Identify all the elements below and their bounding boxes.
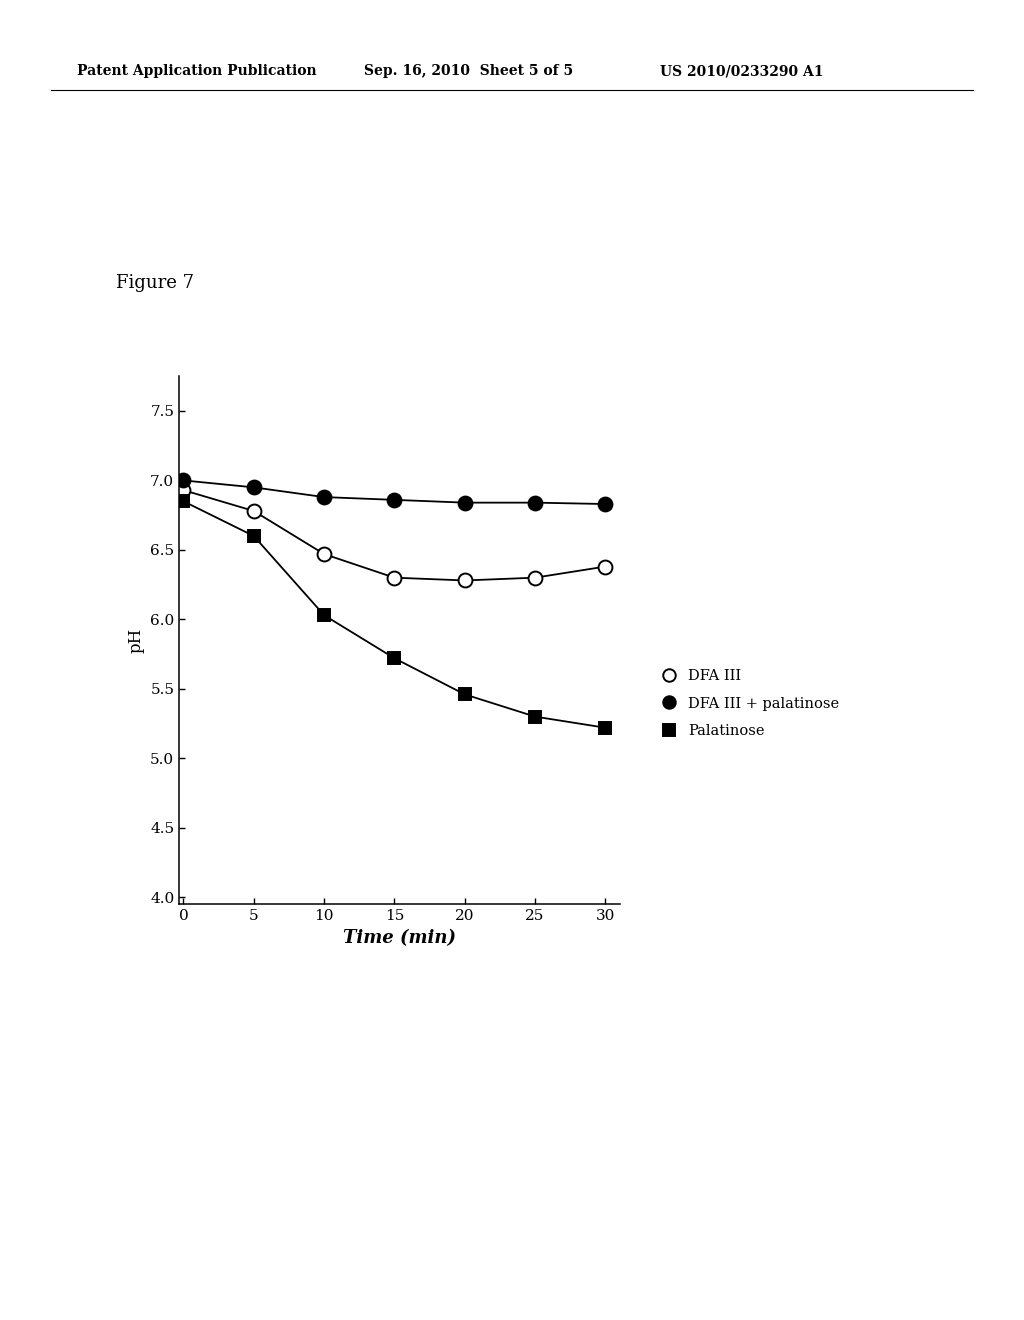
X-axis label: Time (min): Time (min): [343, 928, 456, 946]
Text: US 2010/0233290 A1: US 2010/0233290 A1: [660, 65, 824, 78]
Text: Patent Application Publication: Patent Application Publication: [77, 65, 316, 78]
Legend: DFA III, DFA III + palatinose, Palatinose: DFA III, DFA III + palatinose, Palatinos…: [649, 664, 845, 743]
Y-axis label: pH: pH: [128, 627, 144, 653]
Text: Sep. 16, 2010  Sheet 5 of 5: Sep. 16, 2010 Sheet 5 of 5: [364, 65, 572, 78]
Text: Figure 7: Figure 7: [116, 273, 194, 292]
